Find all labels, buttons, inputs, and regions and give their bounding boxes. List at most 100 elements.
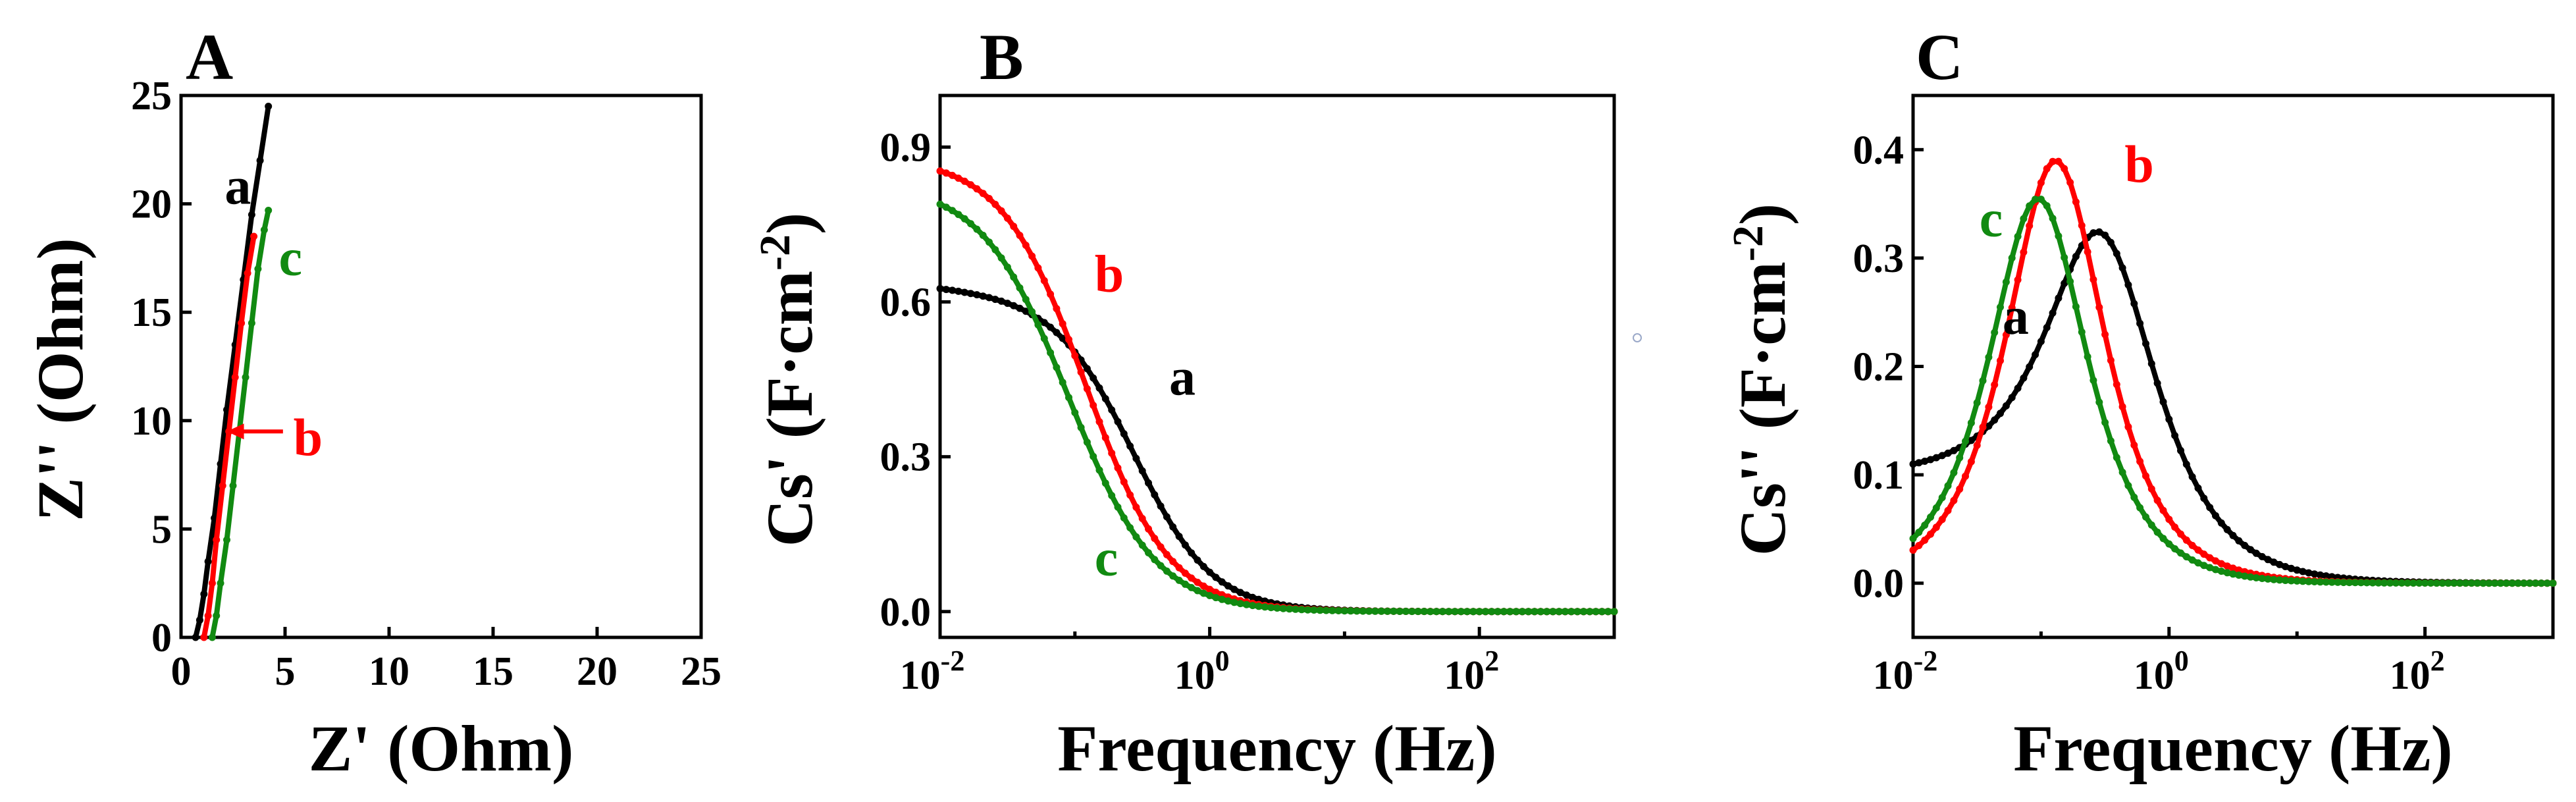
- data-point-b: [1053, 305, 1061, 313]
- data-point-b: [2061, 165, 2068, 173]
- data-point-c: [1028, 308, 1036, 315]
- data-point-b: [204, 612, 212, 620]
- data-point-c: [2421, 579, 2429, 587]
- data-point-b: [1962, 472, 1969, 480]
- data-point-c: [1469, 608, 1477, 616]
- data-point-c: [208, 633, 216, 641]
- data-point-c: [1145, 549, 1152, 556]
- data-point-c: [1353, 607, 1361, 615]
- data-point-b: [2113, 381, 2120, 388]
- data-point-c: [2392, 579, 2400, 587]
- data-point-a: [2182, 460, 2190, 468]
- series-line-b: [939, 168, 1614, 614]
- data-point-b: [949, 171, 957, 179]
- data-point-c: [2090, 377, 2097, 385]
- data-point-a: [1909, 460, 1917, 468]
- data-point-c: [1562, 608, 1569, 616]
- data-point-a: [1206, 568, 1214, 576]
- data-point-c: [2212, 566, 2219, 574]
- x-axis-title: Frequency (Hz): [2013, 712, 2452, 785]
- series-line-c: [209, 209, 271, 638]
- data-point-c: [1236, 600, 1244, 608]
- data-point-c: [229, 482, 237, 490]
- data-point-c: [1267, 604, 1275, 612]
- data-point-a: [2153, 379, 2161, 387]
- data-point-c: [2317, 578, 2324, 586]
- data-point-a: [1090, 374, 1097, 382]
- data-point-c: [2177, 549, 2184, 557]
- data-point-c: [2427, 579, 2434, 587]
- x-tick-label: 5: [275, 649, 296, 694]
- data-point-c: [2432, 579, 2440, 587]
- data-point-c: [1475, 608, 1483, 616]
- data-point-b: [1967, 458, 1975, 466]
- data-point-c: [1438, 608, 1446, 616]
- data-point-b: [2090, 276, 2097, 283]
- data-point-a: [1120, 430, 1128, 438]
- data-point-c: [1973, 399, 1981, 407]
- data-point-c: [973, 225, 981, 233]
- data-point-c: [2305, 577, 2313, 585]
- data-point-c: [2014, 232, 2022, 240]
- data-point-a: [2200, 495, 2208, 502]
- data-point-a: [1921, 458, 1929, 465]
- data-point-c: [2514, 579, 2522, 587]
- data-point-b: [973, 185, 981, 193]
- data-point-b: [1071, 352, 1079, 360]
- data-point-b: [1181, 570, 1189, 577]
- data-point-c: [1506, 608, 1514, 616]
- data-point-b: [2049, 157, 2057, 165]
- data-point-c: [2136, 504, 2144, 512]
- data-point-c: [2526, 579, 2534, 587]
- stray-marker: [1633, 333, 1642, 342]
- y-tick-label: 0: [151, 616, 172, 660]
- y-tick-label: 15: [131, 290, 172, 335]
- data-point-a: [1016, 304, 1024, 312]
- data-point-b: [1114, 464, 1122, 472]
- data-point-c: [1377, 607, 1385, 615]
- data-point-c: [2293, 577, 2301, 585]
- data-point-c: [2438, 579, 2446, 587]
- data-point-b: [2188, 541, 2196, 549]
- data-point-c: [1181, 580, 1189, 588]
- data-point-b: [1132, 503, 1140, 511]
- x-tick-label: 102: [2390, 645, 2445, 698]
- data-point-b: [1145, 525, 1152, 533]
- series-label-b: b: [2124, 136, 2154, 194]
- data-point-c: [1298, 606, 1305, 614]
- data-point-c: [1286, 605, 1294, 613]
- data-point-b: [1956, 485, 1964, 493]
- data-point-c: [1371, 607, 1379, 615]
- data-point-c: [1573, 608, 1581, 616]
- panel-letter: C: [1916, 20, 1963, 94]
- data-point-b: [1120, 478, 1128, 486]
- data-point-a: [2037, 338, 2045, 346]
- data-point-b: [979, 190, 987, 198]
- data-point-c: [248, 319, 255, 327]
- plot-frame: [1911, 94, 2555, 639]
- data-point-c: [2346, 579, 2353, 587]
- data-point-a: [2008, 394, 2016, 402]
- y-tick-label: 0.3: [1853, 236, 1905, 281]
- data-point-b: [1909, 547, 1917, 554]
- data-point-a: [2194, 484, 2202, 492]
- data-point-c: [2182, 553, 2190, 561]
- data-point-b: [2084, 248, 2091, 255]
- data-point-c: [1463, 608, 1471, 616]
- data-point-a: [2043, 324, 2051, 331]
- data-point-b: [2014, 276, 2022, 284]
- data-point-c: [1347, 607, 1355, 615]
- data-point-b: [2130, 441, 2138, 449]
- data-point-c: [2130, 493, 2138, 501]
- data-point-c: [1334, 607, 1342, 614]
- data-point-a: [2305, 569, 2313, 577]
- data-point-c: [2450, 579, 2458, 587]
- x-tick-label: 100: [2134, 645, 2189, 698]
- data-point-a: [204, 558, 212, 566]
- data-point-b: [244, 269, 251, 277]
- data-point-c: [1365, 607, 1373, 615]
- y-tick-label: 0.3: [880, 435, 932, 480]
- data-point-a: [1950, 446, 1958, 454]
- data-point-c: [1194, 587, 1201, 595]
- data-point-b: [2200, 550, 2208, 558]
